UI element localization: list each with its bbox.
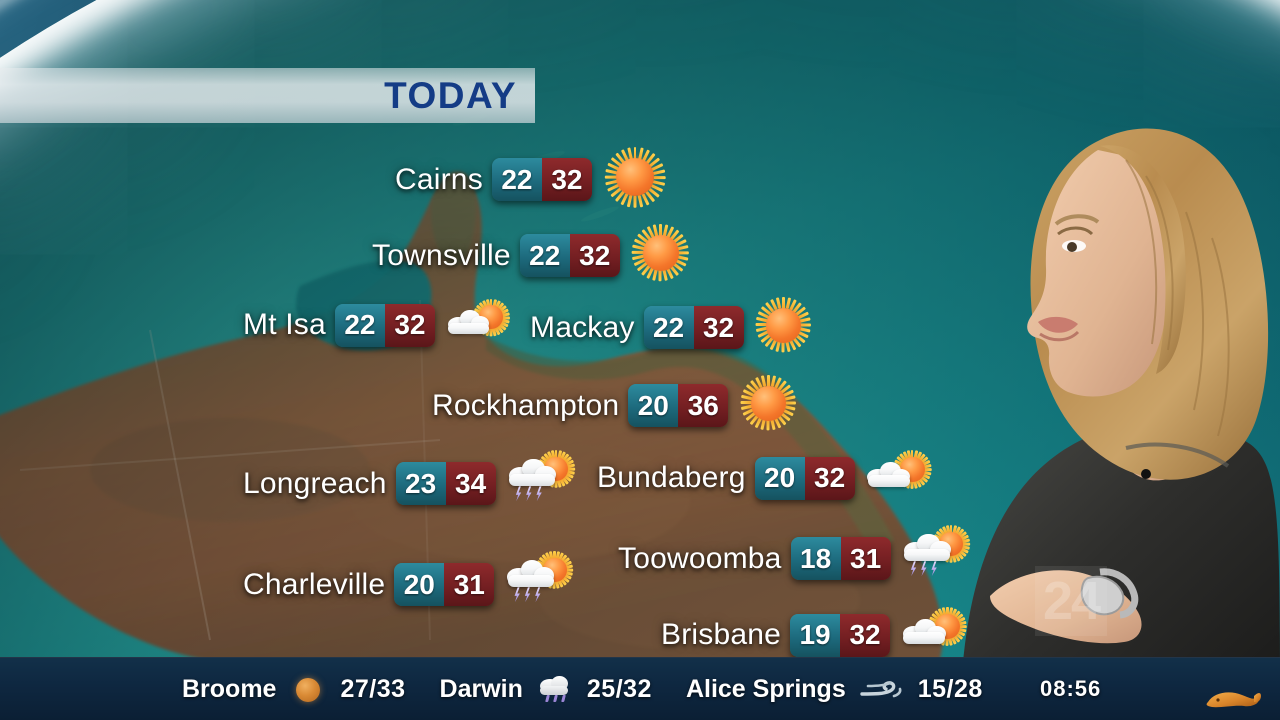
sunny-icon: [740, 375, 797, 436]
ticker-item-darwin[interactable]: Darwin 25/32: [440, 674, 652, 704]
ticker-city-name: Darwin: [439, 674, 523, 703]
city-row-rockhampton[interactable]: Rockhampton 20 36: [432, 375, 797, 436]
max-temp: 32: [693, 306, 744, 349]
max-temp: 36: [678, 384, 729, 427]
max-temp: 31: [444, 563, 495, 607]
city-name: Toowoomba: [618, 541, 782, 575]
min-temp: 22: [519, 234, 570, 277]
city-row-mackay[interactable]: Mackay 22 32: [530, 297, 812, 358]
partly-cloudy-icon: [902, 607, 967, 663]
rain-cloud-icon: [537, 674, 573, 704]
city-row-townsville[interactable]: Townsville 22 32: [372, 224, 690, 287]
presenter-figure: [960, 128, 1280, 720]
city-row-longreach[interactable]: Longreach 23 34: [243, 449, 576, 519]
ticker-temps: 27/33: [340, 674, 406, 703]
city-name: Bundaberg: [597, 461, 746, 495]
thunderstorm-icon: [508, 449, 576, 519]
ticker-item-broome[interactable]: Broome 27/33: [182, 674, 406, 704]
max-temp: 32: [804, 456, 855, 500]
min-temp: 22: [334, 303, 385, 347]
city-row-mt-isa[interactable]: Mt Isa 22 32: [243, 298, 510, 353]
city-name: Townsville: [372, 238, 511, 272]
min-temp: 20: [754, 456, 805, 500]
ticker-temps: 25/32: [586, 674, 652, 703]
city-name: Longreach: [243, 466, 387, 500]
ticker-item-alice-springs[interactable]: Alice Springs 15/28: [686, 674, 983, 704]
city-row-brisbane[interactable]: Brisbane 19 32: [661, 607, 967, 663]
temperature-pills: 23 34: [395, 462, 496, 506]
temperature-pills: 22 32: [491, 158, 592, 201]
max-temp: 32: [541, 158, 592, 201]
city-name: Rockhampton: [432, 388, 620, 422]
temperature-pills: 20 32: [754, 456, 855, 500]
city-row-toowoomba[interactable]: Toowoomba 18 31: [618, 524, 971, 594]
temperature-pills: 19 32: [790, 613, 891, 657]
city-name: Charleville: [243, 567, 386, 601]
temperature-pills: 18 31: [790, 537, 891, 581]
city-name: Cairns: [395, 162, 483, 196]
ticker-temps: 15/28: [917, 674, 983, 703]
bottom-ticker-bar: Broome 27/33 Darwin 25/32 Alice Springs: [0, 657, 1280, 720]
windy-icon: [860, 674, 904, 704]
ticker-city-name: Alice Springs: [685, 674, 846, 703]
temperature-pills: 22 32: [519, 234, 620, 277]
sunny-icon: [632, 224, 690, 287]
min-temp: 18: [790, 537, 841, 581]
max-temp: 32: [840, 613, 891, 657]
min-temp: 22: [643, 306, 694, 349]
max-temp: 32: [569, 234, 620, 277]
thunderstorm-icon: [903, 524, 971, 594]
max-temp: 31: [840, 537, 891, 581]
min-temp: 20: [628, 384, 679, 427]
max-temp: 32: [384, 303, 435, 347]
temperature-pills: 20 36: [628, 384, 729, 427]
city-row-charleville[interactable]: Charleville 20 31: [243, 550, 574, 620]
today-banner: TODAY: [0, 68, 535, 123]
min-temp: 22: [491, 158, 542, 201]
ticker-city-name: Broome: [182, 674, 277, 703]
sun-disc-icon: [290, 674, 326, 704]
city-name: Mackay: [530, 310, 635, 344]
today-banner-label: TODAY: [384, 74, 517, 116]
city-row-bundaberg[interactable]: Bundaberg 20 32: [597, 450, 932, 506]
sunny-icon: [755, 297, 812, 358]
network-fish-logo: [1206, 692, 1261, 708]
temperature-pills: 20 31: [394, 563, 495, 607]
min-temp: 20: [394, 563, 445, 607]
max-temp: 34: [445, 462, 496, 506]
channel-24-watermark: 24: [1035, 566, 1107, 636]
clock-time: 08:56: [1040, 676, 1102, 701]
sunny-icon: [604, 146, 666, 213]
city-row-cairns[interactable]: Cairns 22 32: [395, 146, 666, 213]
min-temp: 19: [790, 613, 841, 657]
city-name: Brisbane: [661, 618, 782, 652]
min-temp: 23: [395, 462, 446, 506]
temperature-pills: 22 32: [334, 303, 435, 347]
city-name: Mt Isa: [243, 308, 326, 342]
temperature-pills: 22 32: [643, 306, 744, 349]
partly-cloudy-icon: [447, 298, 510, 353]
partly-cloudy-icon: [867, 450, 932, 506]
thunderstorm-icon: [506, 550, 574, 620]
